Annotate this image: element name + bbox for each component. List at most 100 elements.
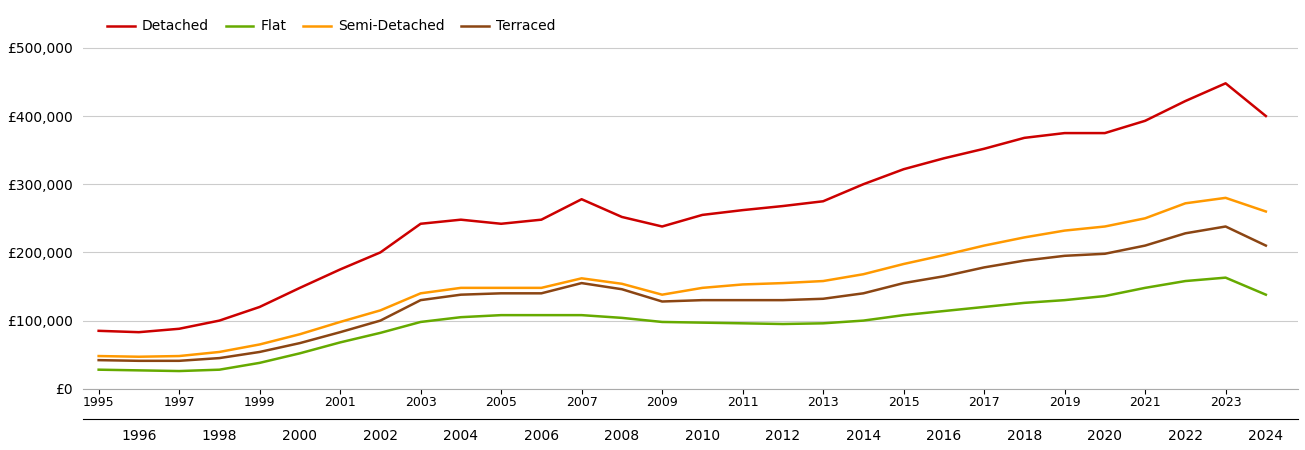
Detached: [895, 166, 911, 172]
Flat: [615, 315, 630, 320]
Terraced: [694, 297, 710, 303]
Terraced: [816, 296, 831, 302]
Semi-Detached: [1098, 224, 1113, 229]
Terraced: [895, 280, 911, 286]
Line: Semi-Detached: Semi-Detached: [99, 198, 1266, 357]
Semi-Detached: [91, 353, 107, 359]
Semi-Detached: [654, 292, 669, 297]
Terraced: [493, 291, 509, 296]
Semi-Detached: [976, 243, 992, 248]
Line: Flat: Flat: [99, 278, 1266, 371]
Semi-Detached: [493, 285, 509, 291]
Flat: [976, 304, 992, 310]
Terraced: [252, 349, 268, 355]
Semi-Detached: [936, 252, 951, 258]
Detached: [333, 267, 348, 272]
Detached: [615, 214, 630, 220]
Semi-Detached: [171, 353, 187, 359]
Flat: [775, 321, 791, 327]
Semi-Detached: [735, 282, 750, 287]
Semi-Detached: [1218, 195, 1233, 201]
Flat: [171, 369, 187, 374]
Line: Terraced: Terraced: [99, 226, 1266, 361]
Terraced: [1057, 253, 1073, 258]
Flat: [453, 315, 468, 320]
Flat: [534, 312, 549, 318]
Flat: [493, 312, 509, 318]
Semi-Detached: [412, 291, 428, 296]
Flat: [1098, 293, 1113, 299]
Flat: [694, 320, 710, 325]
Detached: [976, 146, 992, 152]
Terraced: [1258, 243, 1274, 248]
Terraced: [735, 297, 750, 303]
Semi-Detached: [130, 354, 146, 360]
Terraced: [211, 356, 227, 361]
Semi-Detached: [856, 271, 872, 277]
Detached: [574, 197, 590, 202]
Terraced: [91, 357, 107, 363]
Terraced: [574, 280, 590, 286]
Detached: [292, 285, 308, 291]
Detached: [91, 328, 107, 333]
Flat: [1177, 279, 1193, 284]
Detached: [1057, 130, 1073, 136]
Detached: [856, 181, 872, 187]
Terraced: [453, 292, 468, 297]
Terraced: [976, 265, 992, 270]
Flat: [816, 320, 831, 326]
Flat: [1218, 275, 1233, 280]
Terraced: [1137, 243, 1152, 248]
Flat: [895, 312, 911, 318]
Terraced: [775, 297, 791, 303]
Detached: [694, 212, 710, 218]
Terraced: [615, 287, 630, 292]
Detached: [372, 250, 388, 255]
Flat: [856, 318, 872, 323]
Terraced: [130, 358, 146, 364]
Terraced: [1017, 258, 1032, 263]
Terraced: [936, 274, 951, 279]
Semi-Detached: [534, 285, 549, 291]
Detached: [534, 217, 549, 222]
Detached: [816, 198, 831, 204]
Flat: [654, 319, 669, 324]
Detached: [1137, 118, 1152, 123]
Flat: [412, 319, 428, 324]
Detached: [211, 318, 227, 323]
Detached: [1258, 113, 1274, 119]
Detached: [654, 224, 669, 229]
Flat: [1137, 285, 1152, 291]
Flat: [1057, 297, 1073, 303]
Terraced: [412, 297, 428, 303]
Flat: [292, 351, 308, 356]
Flat: [333, 340, 348, 345]
Detached: [936, 156, 951, 161]
Flat: [936, 308, 951, 314]
Semi-Detached: [1137, 216, 1152, 221]
Flat: [1017, 300, 1032, 306]
Semi-Detached: [211, 349, 227, 355]
Semi-Detached: [775, 280, 791, 286]
Detached: [1218, 81, 1233, 86]
Terraced: [856, 291, 872, 296]
Terraced: [534, 291, 549, 296]
Legend: Detached, Flat, Semi-Detached, Terraced: Detached, Flat, Semi-Detached, Terraced: [102, 14, 561, 39]
Terraced: [372, 318, 388, 323]
Detached: [453, 217, 468, 222]
Terraced: [1218, 224, 1233, 229]
Semi-Detached: [1017, 235, 1032, 240]
Semi-Detached: [694, 285, 710, 291]
Detached: [1017, 135, 1032, 140]
Line: Detached: Detached: [99, 83, 1266, 332]
Semi-Detached: [1057, 228, 1073, 233]
Semi-Detached: [252, 342, 268, 347]
Flat: [252, 360, 268, 365]
Terraced: [1177, 230, 1193, 236]
Terraced: [1098, 251, 1113, 256]
Semi-Detached: [895, 261, 911, 267]
Flat: [372, 330, 388, 336]
Flat: [91, 367, 107, 373]
Detached: [493, 221, 509, 226]
Flat: [211, 367, 227, 373]
